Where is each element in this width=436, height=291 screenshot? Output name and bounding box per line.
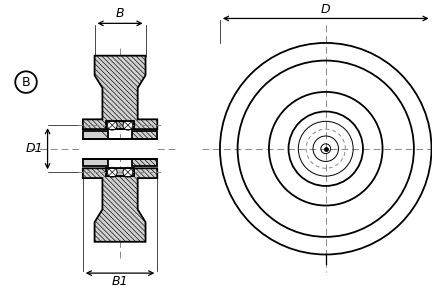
- Polygon shape: [83, 168, 157, 242]
- Polygon shape: [83, 56, 157, 129]
- Text: B: B: [22, 76, 31, 89]
- Polygon shape: [106, 168, 134, 176]
- Polygon shape: [132, 159, 157, 166]
- Polygon shape: [83, 131, 108, 139]
- Circle shape: [107, 120, 117, 130]
- Text: D: D: [321, 3, 330, 15]
- Polygon shape: [83, 159, 108, 166]
- Circle shape: [123, 167, 133, 177]
- Text: B: B: [116, 7, 124, 20]
- Text: D1: D1: [26, 142, 44, 155]
- Circle shape: [123, 120, 133, 130]
- Text: B1: B1: [112, 275, 128, 288]
- Polygon shape: [106, 121, 134, 129]
- Polygon shape: [83, 139, 157, 159]
- Polygon shape: [132, 131, 157, 139]
- Circle shape: [107, 167, 117, 177]
